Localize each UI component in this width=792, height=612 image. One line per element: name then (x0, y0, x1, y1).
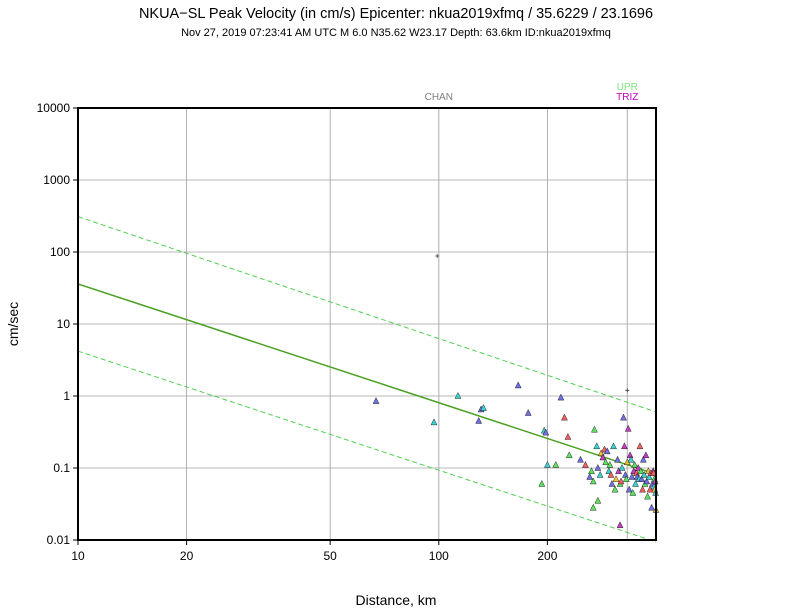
cross-marker (625, 388, 630, 393)
x-tick-label: 200 (537, 549, 557, 563)
chart-subtitle: Nov 27, 2019 07:23:41 AM UTC M 6.0 N35.6… (181, 27, 611, 39)
data-point (638, 475, 645, 482)
y-tick-label: 100 (50, 245, 70, 259)
x-tick-label: 100 (429, 549, 449, 563)
data-point (615, 467, 622, 474)
data-point (618, 464, 626, 471)
data-point (565, 451, 573, 459)
data-point (625, 485, 633, 493)
data-point (617, 477, 625, 485)
data-point (596, 471, 604, 478)
data-point (623, 475, 630, 482)
x-tick-label: 10 (71, 549, 85, 563)
station-label: TRIZ (616, 92, 638, 103)
x-tick-label: 20 (180, 549, 194, 563)
data-point (599, 453, 607, 461)
data-point (643, 477, 651, 485)
cross-marker (435, 253, 440, 258)
data-point (606, 461, 614, 468)
data-point (631, 461, 638, 468)
data-point (593, 442, 601, 450)
data-point (454, 392, 462, 399)
data-point (607, 471, 615, 478)
data-point (524, 409, 532, 416)
data-point (564, 432, 572, 440)
data-point (627, 455, 635, 463)
data-point (629, 489, 637, 496)
data-point (514, 381, 522, 389)
y-tick-label: 0.1 (53, 461, 70, 475)
data-point (557, 393, 565, 401)
data-points (372, 253, 660, 529)
lower-bound-line (77, 350, 657, 543)
data-point (588, 467, 595, 474)
data-point (544, 461, 551, 468)
data-point (614, 455, 621, 463)
upper-bound-line (77, 216, 657, 413)
data-point (561, 413, 568, 421)
data-point (577, 455, 584, 463)
bound-lines (77, 216, 657, 543)
data-point (645, 473, 653, 480)
data-point (542, 428, 550, 436)
data-point (621, 442, 628, 450)
data-point (608, 480, 616, 487)
data-point (637, 467, 645, 474)
data-point (640, 471, 648, 478)
data-point (582, 461, 589, 468)
data-point (591, 425, 598, 433)
data-point (611, 485, 619, 493)
data-point (628, 473, 636, 480)
y-axis-label: cm/sec (5, 302, 21, 346)
data-point (620, 413, 627, 421)
data-point (602, 458, 609, 465)
y-axis-ticks: 0.01 0.1 1 10 100 1000 10000 (37, 101, 78, 547)
y-tick-label: 0.01 (47, 533, 71, 547)
data-point (610, 442, 617, 450)
y-tick-label: 1 (63, 389, 70, 403)
station-label: UPR (617, 82, 638, 93)
data-point (475, 417, 483, 424)
data-point (648, 503, 655, 511)
data-point (586, 473, 594, 480)
data-point (640, 455, 647, 463)
data-point (624, 424, 632, 432)
data-point (639, 485, 646, 493)
data-point (430, 418, 438, 426)
data-point (636, 442, 644, 450)
data-point (594, 464, 602, 471)
chart-title: NKUA−SL Peak Velocity (in cm/s) Epicente… (139, 6, 653, 22)
regression-line (77, 283, 657, 475)
data-point (538, 480, 546, 487)
x-tick-label: 50 (323, 549, 337, 563)
data-point (616, 521, 624, 529)
data-point (372, 397, 380, 404)
y-tick-label: 10000 (37, 101, 71, 115)
data-point (626, 451, 634, 459)
data-point (589, 477, 597, 485)
data-point (603, 447, 611, 455)
data-point (632, 480, 639, 487)
y-tick-label: 10 (57, 317, 71, 331)
y-tick-label: 1000 (43, 173, 70, 187)
data-point (589, 503, 597, 511)
data-point (612, 475, 620, 482)
station-label: CHAN (425, 92, 453, 103)
data-point (634, 464, 642, 471)
x-axis-ticks: 10 20 50 100 200 (71, 540, 558, 563)
data-point (594, 496, 602, 504)
data-point (552, 461, 560, 468)
data-point (644, 492, 651, 500)
data-point (642, 451, 650, 459)
grid (78, 108, 656, 540)
data-point (480, 404, 487, 411)
x-axis-label: Distance, km (356, 592, 437, 608)
